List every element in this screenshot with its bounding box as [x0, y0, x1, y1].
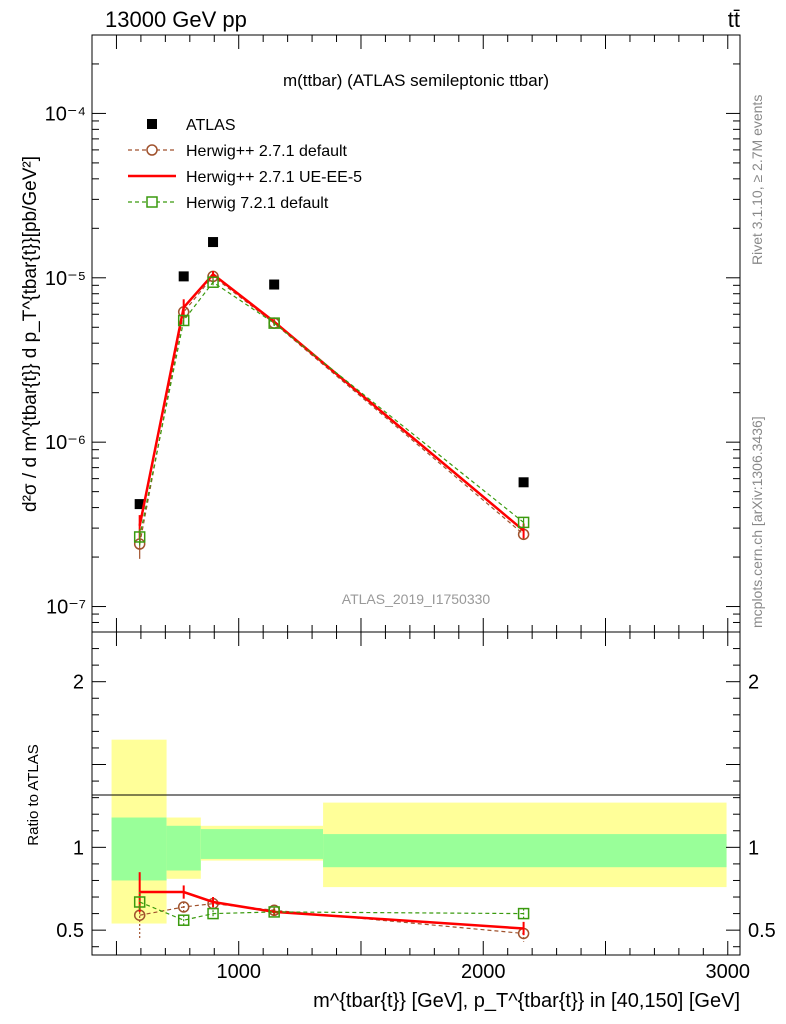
ratio-xlabel: m^{tbar{t}} [GeV], p_T^{tbar{t}} in [40,… — [313, 990, 740, 1012]
mc-point — [517, 516, 530, 529]
atlas-data-point — [208, 237, 219, 248]
ratio-ytick-label-right: 1 — [748, 837, 759, 859]
watermark: ATLAS_2019_I1750330 — [342, 591, 491, 607]
main-title: m(ttbar) (ATLAS semileptonic ttbar) — [283, 71, 549, 90]
atlas-data-point — [178, 271, 189, 282]
legend-marker — [146, 196, 158, 208]
main-ytick-label: 10⁻⁴ — [45, 103, 86, 125]
ratio-point — [517, 907, 530, 920]
header-left: 13000 GeV pp — [105, 7, 247, 32]
mc-point — [268, 317, 280, 329]
ratio-ytick-label-right: 2 — [748, 672, 759, 694]
main-series-layer — [133, 237, 530, 559]
atlas-data-point — [269, 279, 280, 290]
ratio-band-inner — [111, 817, 167, 881]
ratio-series-layer — [133, 872, 530, 942]
ratio-point — [177, 914, 190, 926]
legend-label: Herwig++ 2.7.1 default — [186, 143, 348, 160]
rivet-label: Rivet 3.1.10, ≥ 2.7M events — [749, 95, 765, 265]
ratio-band-inner — [166, 825, 201, 871]
ratio-ytick-label: 1 — [73, 837, 84, 859]
ratio-xtick-label: 1000 — [216, 961, 261, 983]
mc-point — [207, 276, 219, 288]
header-right: tt̄ — [728, 7, 740, 32]
main-ytick-label: 10⁻⁶ — [45, 432, 86, 454]
mc-line — [139, 281, 524, 538]
ratio-point — [133, 896, 146, 908]
ratio-point — [207, 907, 219, 920]
ratio-ytick-label: 0.5 — [56, 920, 84, 942]
ratio-ytick-label-right: 0.5 — [748, 920, 776, 942]
atlas-data-point — [134, 499, 145, 510]
mc-line — [139, 275, 524, 545]
mc-line — [138, 272, 525, 532]
ratio-point — [177, 901, 190, 913]
ratio-line — [139, 903, 524, 935]
ratio-bands — [111, 739, 727, 924]
legend-marker — [146, 144, 158, 156]
ratio-ticks: 0.5 0.5 1 1 2 2 1000 2000 3000 — [56, 632, 776, 983]
ratio-ylabel: Ratio to ATLAS — [25, 744, 42, 845]
ratio-panel: 0.5 0.5 1 1 2 2 1000 2000 3000 Ratio to ATLAS m^… — [25, 631, 776, 1012]
ratio-frame — [91, 631, 741, 956]
legend-marker — [147, 119, 157, 129]
ratio-xtick-label: 2000 — [461, 961, 506, 983]
legend-label: ATLAS — [186, 117, 236, 134]
atlas-data-point — [518, 477, 529, 488]
legend-label: Herwig 7.2.1 default — [186, 195, 329, 212]
source-label: mcplots.cern.ch [arXiv:1306.3436] — [749, 416, 765, 628]
mc-point — [177, 314, 190, 327]
main-ticks: 10⁻⁷ 10⁻⁶ 10⁻⁵ 10⁻⁴ — [45, 35, 740, 633]
ratio-band-inner — [323, 834, 727, 868]
mc-point — [133, 531, 146, 543]
main-ytick-label: 10⁻⁷ — [46, 597, 86, 619]
main-ylabel: d²σ / d m^{tbar{t}} d p_T^{tbar{t}}[pb/G… — [20, 156, 41, 512]
ratio-band-inner — [200, 829, 324, 859]
legend-label: Herwig++ 2.7.1 UE-EE-5 — [186, 169, 362, 186]
main-ytick-label: 10⁻⁵ — [45, 268, 86, 290]
legend: ATLAS Herwig++ 2.7.1 default Herwig++ 2.7.… — [128, 117, 362, 212]
ratio-ytick-label: 2 — [73, 672, 84, 694]
main-panel: 10⁻⁷ 10⁻⁶ 10⁻⁵ 10⁻⁴ m(ttbar) (ATLAS semilep… — [20, 34, 741, 633]
ratio-line — [139, 890, 524, 930]
ratio-point — [268, 906, 280, 918]
ratio-line — [139, 901, 524, 921]
ratio-xtick-label: 3000 — [706, 961, 751, 983]
